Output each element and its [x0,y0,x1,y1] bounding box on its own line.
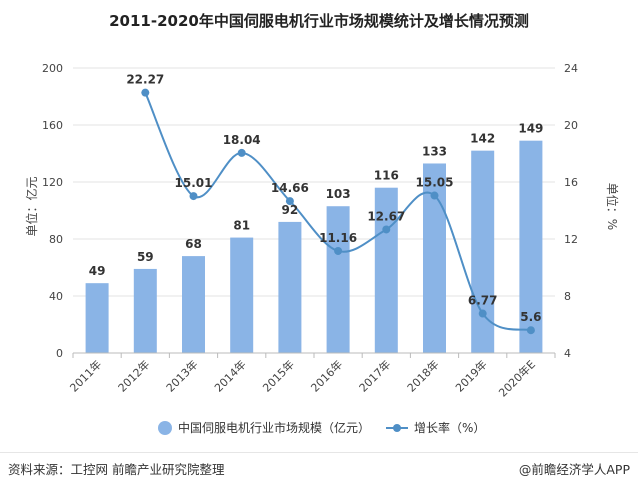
bar-value-label: 92 [282,203,299,217]
line-value-label: 18.04 [223,133,261,147]
line-point [285,197,294,206]
footer: 资料来源：工控网 前瞻产业研究院整理 @前瞻经济学人APP [0,452,638,483]
line-point [237,148,246,157]
line-point [430,191,439,200]
line-point [141,88,150,97]
y-left-axis-title: 单位：亿元 [24,176,39,236]
line-value-label: 5.6 [520,310,541,324]
line-value-label: 22.27 [126,73,164,87]
x-tick-label: 2016年 [308,357,345,394]
y-left-tick-label: 0 [56,347,63,360]
line-value-label: 15.05 [416,176,454,190]
line-value-label: 6.77 [468,294,498,308]
x-tick-label: 2012年 [115,357,152,394]
line-value-label: 14.66 [271,181,309,195]
x-tick-label: 2017年 [356,357,393,394]
y-left-tick-label: 200 [42,62,63,75]
bar-value-label: 68 [185,237,202,251]
y-left-tick-label: 120 [42,176,63,189]
bar [519,140,543,353]
bar [423,163,446,353]
line-value-label: 15.01 [175,176,213,190]
legend-line-label: 增长率（%） [414,420,485,435]
source-text: 资料来源：工控网 前瞻产业研究院整理 [8,462,225,477]
y-right-tick-label: 16 [564,176,578,189]
chart-svg: 49 59 68 81 92 103 116 133 142 149 22.27 15.01 18.04… [24,62,620,435]
line-series [141,88,535,335]
bar-value-label: 103 [326,187,351,201]
x-tick-label: 2013年 [163,357,200,394]
bar [326,206,350,353]
x-tick-label: 2019年 [452,357,489,394]
y-right-tick-label: 12 [564,233,578,246]
legend-bar-swatch [158,421,172,435]
bar [182,256,205,353]
line-point [478,309,487,318]
legend-bar-label: 中国伺服电机行业市场规模（亿元） [178,420,370,435]
bar-series [85,140,543,353]
bar [85,283,109,353]
line-value-label: 12.67 [367,209,405,223]
chart-title: 2011-2020年中国伺服电机行业市场规模统计及增长情况预测 [109,12,529,30]
y-left-tick-label: 160 [42,119,63,132]
x-tick-label: 2011年 [67,357,104,394]
credit-text: @前瞻经济学人APP [518,462,630,477]
bar [230,237,254,353]
legend: 中国伺服电机行业市场规模（亿元） 增长率（%） [158,420,485,435]
bar [278,221,302,353]
y-right-tick-label: 24 [564,62,578,75]
legend-line-marker [393,424,401,432]
x-tick-label: 2014年 [211,357,248,394]
y-right-tick-label: 20 [564,119,578,132]
bar-value-label: 149 [518,122,543,136]
line-point [189,192,198,201]
x-tick-label: 2018年 [404,357,441,394]
bar-value-label: 59 [137,250,154,264]
bar [374,187,398,353]
data-labels: 49 59 68 81 92 103 116 133 142 149 22.27 15.01 18.04… [89,73,544,325]
bar-value-label: 81 [233,219,250,233]
line-point [382,225,391,234]
y-left-tick-label: 40 [49,290,63,303]
bar-value-label: 49 [89,264,106,278]
y-right-tick-label: 8 [564,290,571,303]
bar [133,268,157,353]
y-right-axis-title: 单位：% [605,183,620,230]
bar-value-label: 116 [374,169,399,183]
y-left-tick-label: 80 [49,233,63,246]
line-value-label: 11.16 [319,231,357,245]
line-point [334,246,343,255]
line-point [526,326,535,335]
bar-value-label: 142 [470,132,495,146]
x-tick-label: 2015年 [260,357,297,394]
x-tick-label: 2020年E [496,357,538,399]
bar-value-label: 133 [422,144,447,158]
y-right-tick-label: 4 [564,347,571,360]
